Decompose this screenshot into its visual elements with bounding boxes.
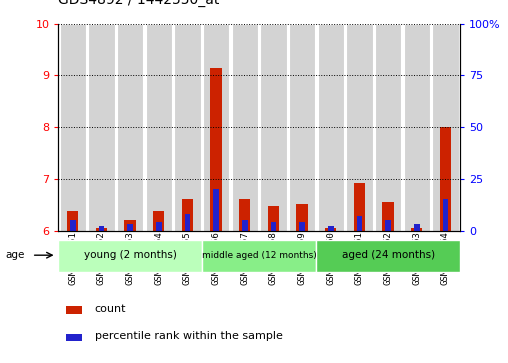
Bar xyxy=(70,220,76,231)
Bar xyxy=(117,24,143,231)
Bar xyxy=(439,127,451,231)
Bar xyxy=(268,206,279,231)
Bar xyxy=(271,222,276,231)
Bar xyxy=(318,24,344,231)
Bar xyxy=(354,183,365,231)
Bar xyxy=(182,200,193,231)
Bar xyxy=(232,24,258,231)
Bar xyxy=(289,24,315,231)
Bar xyxy=(299,222,305,231)
Bar xyxy=(99,227,104,231)
Bar xyxy=(67,306,82,314)
Text: GDS4892 / 1442550_at: GDS4892 / 1442550_at xyxy=(58,0,220,7)
Bar xyxy=(213,189,219,231)
Bar xyxy=(156,222,162,231)
Bar xyxy=(58,240,202,272)
Bar xyxy=(325,228,336,231)
Bar xyxy=(96,228,107,231)
Bar xyxy=(59,24,86,231)
Bar xyxy=(346,24,372,231)
Bar xyxy=(385,220,391,231)
Bar xyxy=(442,200,448,231)
Bar xyxy=(67,211,78,231)
Bar xyxy=(146,24,172,231)
Bar xyxy=(127,224,133,231)
Bar xyxy=(414,224,420,231)
Text: age: age xyxy=(5,250,24,260)
Bar xyxy=(357,216,362,231)
Bar xyxy=(67,334,82,341)
Bar xyxy=(124,220,136,231)
Bar xyxy=(153,211,165,231)
Bar xyxy=(403,24,430,231)
Bar xyxy=(88,24,115,231)
Bar xyxy=(432,24,459,231)
Bar xyxy=(210,68,222,231)
Bar xyxy=(316,240,460,272)
Text: percentile rank within the sample: percentile rank within the sample xyxy=(94,331,282,341)
Bar xyxy=(174,24,201,231)
Bar xyxy=(203,24,229,231)
Bar xyxy=(383,202,394,231)
Bar xyxy=(375,24,401,231)
Bar xyxy=(242,220,247,231)
Bar xyxy=(184,214,190,231)
Text: aged (24 months): aged (24 months) xyxy=(341,250,435,260)
Text: middle aged (12 months): middle aged (12 months) xyxy=(202,251,316,260)
Bar xyxy=(239,200,250,231)
Text: young (2 months): young (2 months) xyxy=(84,250,176,260)
Bar xyxy=(328,227,334,231)
Bar xyxy=(296,204,308,231)
Bar xyxy=(411,228,423,231)
Text: count: count xyxy=(94,304,126,314)
Bar xyxy=(260,24,287,231)
Bar xyxy=(202,240,316,272)
